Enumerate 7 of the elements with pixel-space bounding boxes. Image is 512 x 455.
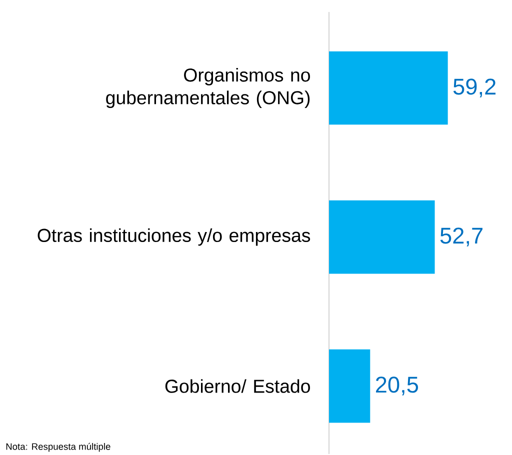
data-label: 52,7 — [440, 228, 482, 247]
y-tick-label: Otras instituciones y/o empresas — [38, 228, 310, 246]
y-tick-label: Gobierno/ Estado — [165, 379, 310, 394]
data-label: 20,5 — [376, 376, 418, 396]
text: Nota: Respuesta múltiple — [6, 443, 110, 452]
y-tick-label: Organismos no gubernamentales (ONG) — [106, 68, 310, 108]
data-label: 59,2 — [453, 78, 496, 98]
